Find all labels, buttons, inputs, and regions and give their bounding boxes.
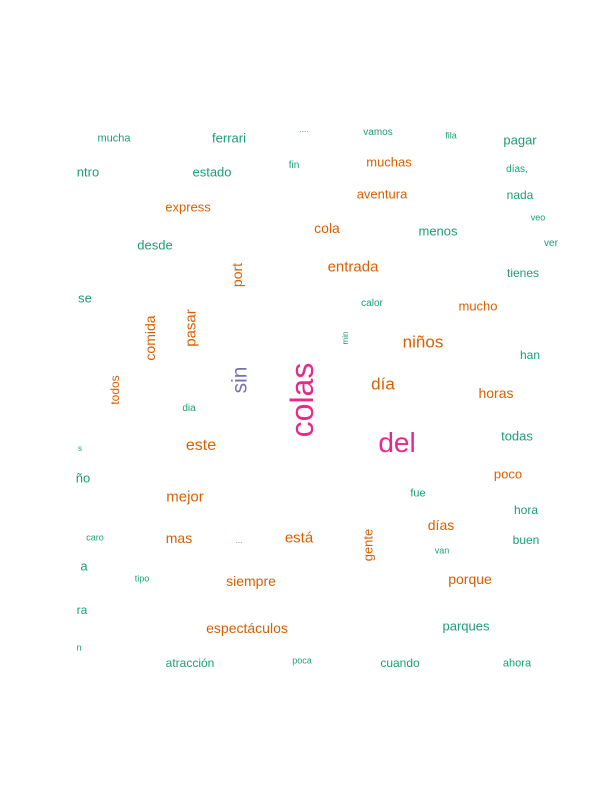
word-dia: día	[371, 374, 395, 394]
word-cola: cola	[314, 220, 340, 236]
word-entrada: entrada	[327, 258, 379, 276]
word-todas: todas	[501, 428, 533, 444]
word-s: s	[78, 444, 82, 453]
word-estado: estado	[192, 164, 232, 180]
word-tienes: tienes	[506, 266, 540, 280]
word-fin: fin	[288, 160, 300, 171]
word-muchas: muchas	[366, 154, 412, 170]
word-cuando: cuando	[380, 656, 420, 670]
word-poca: poca	[292, 655, 312, 666]
word-n: n	[76, 642, 82, 653]
word-a: a	[80, 558, 88, 574]
word-sin: sin	[228, 366, 252, 394]
word-mucho: mucho	[458, 298, 498, 314]
word-ahora: ahora	[502, 657, 532, 670]
word-horas: horas	[478, 385, 514, 401]
word-caro: caro	[86, 532, 104, 543]
word-ferrari: ferrari	[212, 130, 246, 146]
word-han: han	[519, 348, 541, 362]
word-atraccion: atracción	[165, 656, 215, 670]
word-hora: hora	[513, 503, 539, 517]
word-espectaculos: espectáculos	[206, 620, 288, 636]
word-veo: veo	[530, 212, 546, 223]
word-fue: fue	[410, 487, 426, 500]
word-pasar: pasar	[182, 309, 200, 347]
word-no: ño	[75, 470, 91, 486]
word-esta: está	[284, 529, 314, 547]
word-dia: dia	[182, 403, 196, 414]
word-van: van	[434, 545, 450, 556]
word-este: este	[185, 437, 217, 454]
word-pagar: pagar	[503, 132, 537, 148]
word-ntro: ntro	[76, 164, 100, 180]
word-aventura: aventura	[356, 186, 408, 202]
word-mas: mas	[165, 530, 193, 546]
word-menos: menos	[418, 223, 458, 239]
word-ra: ra	[76, 603, 88, 617]
word-min: min	[341, 331, 350, 345]
word-punct28: ....	[299, 125, 309, 134]
word-porque: porque	[448, 571, 492, 587]
word-nada: nada	[506, 188, 534, 202]
word-dias: días,	[506, 164, 528, 175]
word-ver: ver	[544, 238, 558, 249]
word-tipo: tipo	[134, 573, 150, 584]
word-parques: parques	[442, 618, 490, 634]
word-mejor: mejor	[166, 488, 204, 506]
word-del: del	[378, 427, 416, 458]
word-punct53: ...	[235, 536, 243, 545]
word-colas: colas	[284, 362, 320, 438]
word-dias: días	[427, 517, 455, 533]
word-gente: gente	[360, 528, 376, 562]
word-siempre: siempre	[226, 573, 276, 589]
word-mucha: mucha	[97, 132, 131, 145]
word-fila: fila	[445, 130, 457, 141]
word-buen: buen	[512, 533, 540, 547]
word-todos: todos	[108, 375, 122, 405]
word-vamos: vamos	[363, 127, 393, 138]
word-express: express	[165, 199, 211, 215]
word-port: port	[229, 262, 245, 288]
word-se: se	[78, 290, 92, 306]
word-desde: desde	[137, 237, 173, 253]
word-calor: calor	[361, 298, 383, 309]
word-comida: comida	[142, 315, 158, 361]
word-poco: poco	[493, 466, 523, 482]
word-ninos: niños	[402, 332, 444, 352]
